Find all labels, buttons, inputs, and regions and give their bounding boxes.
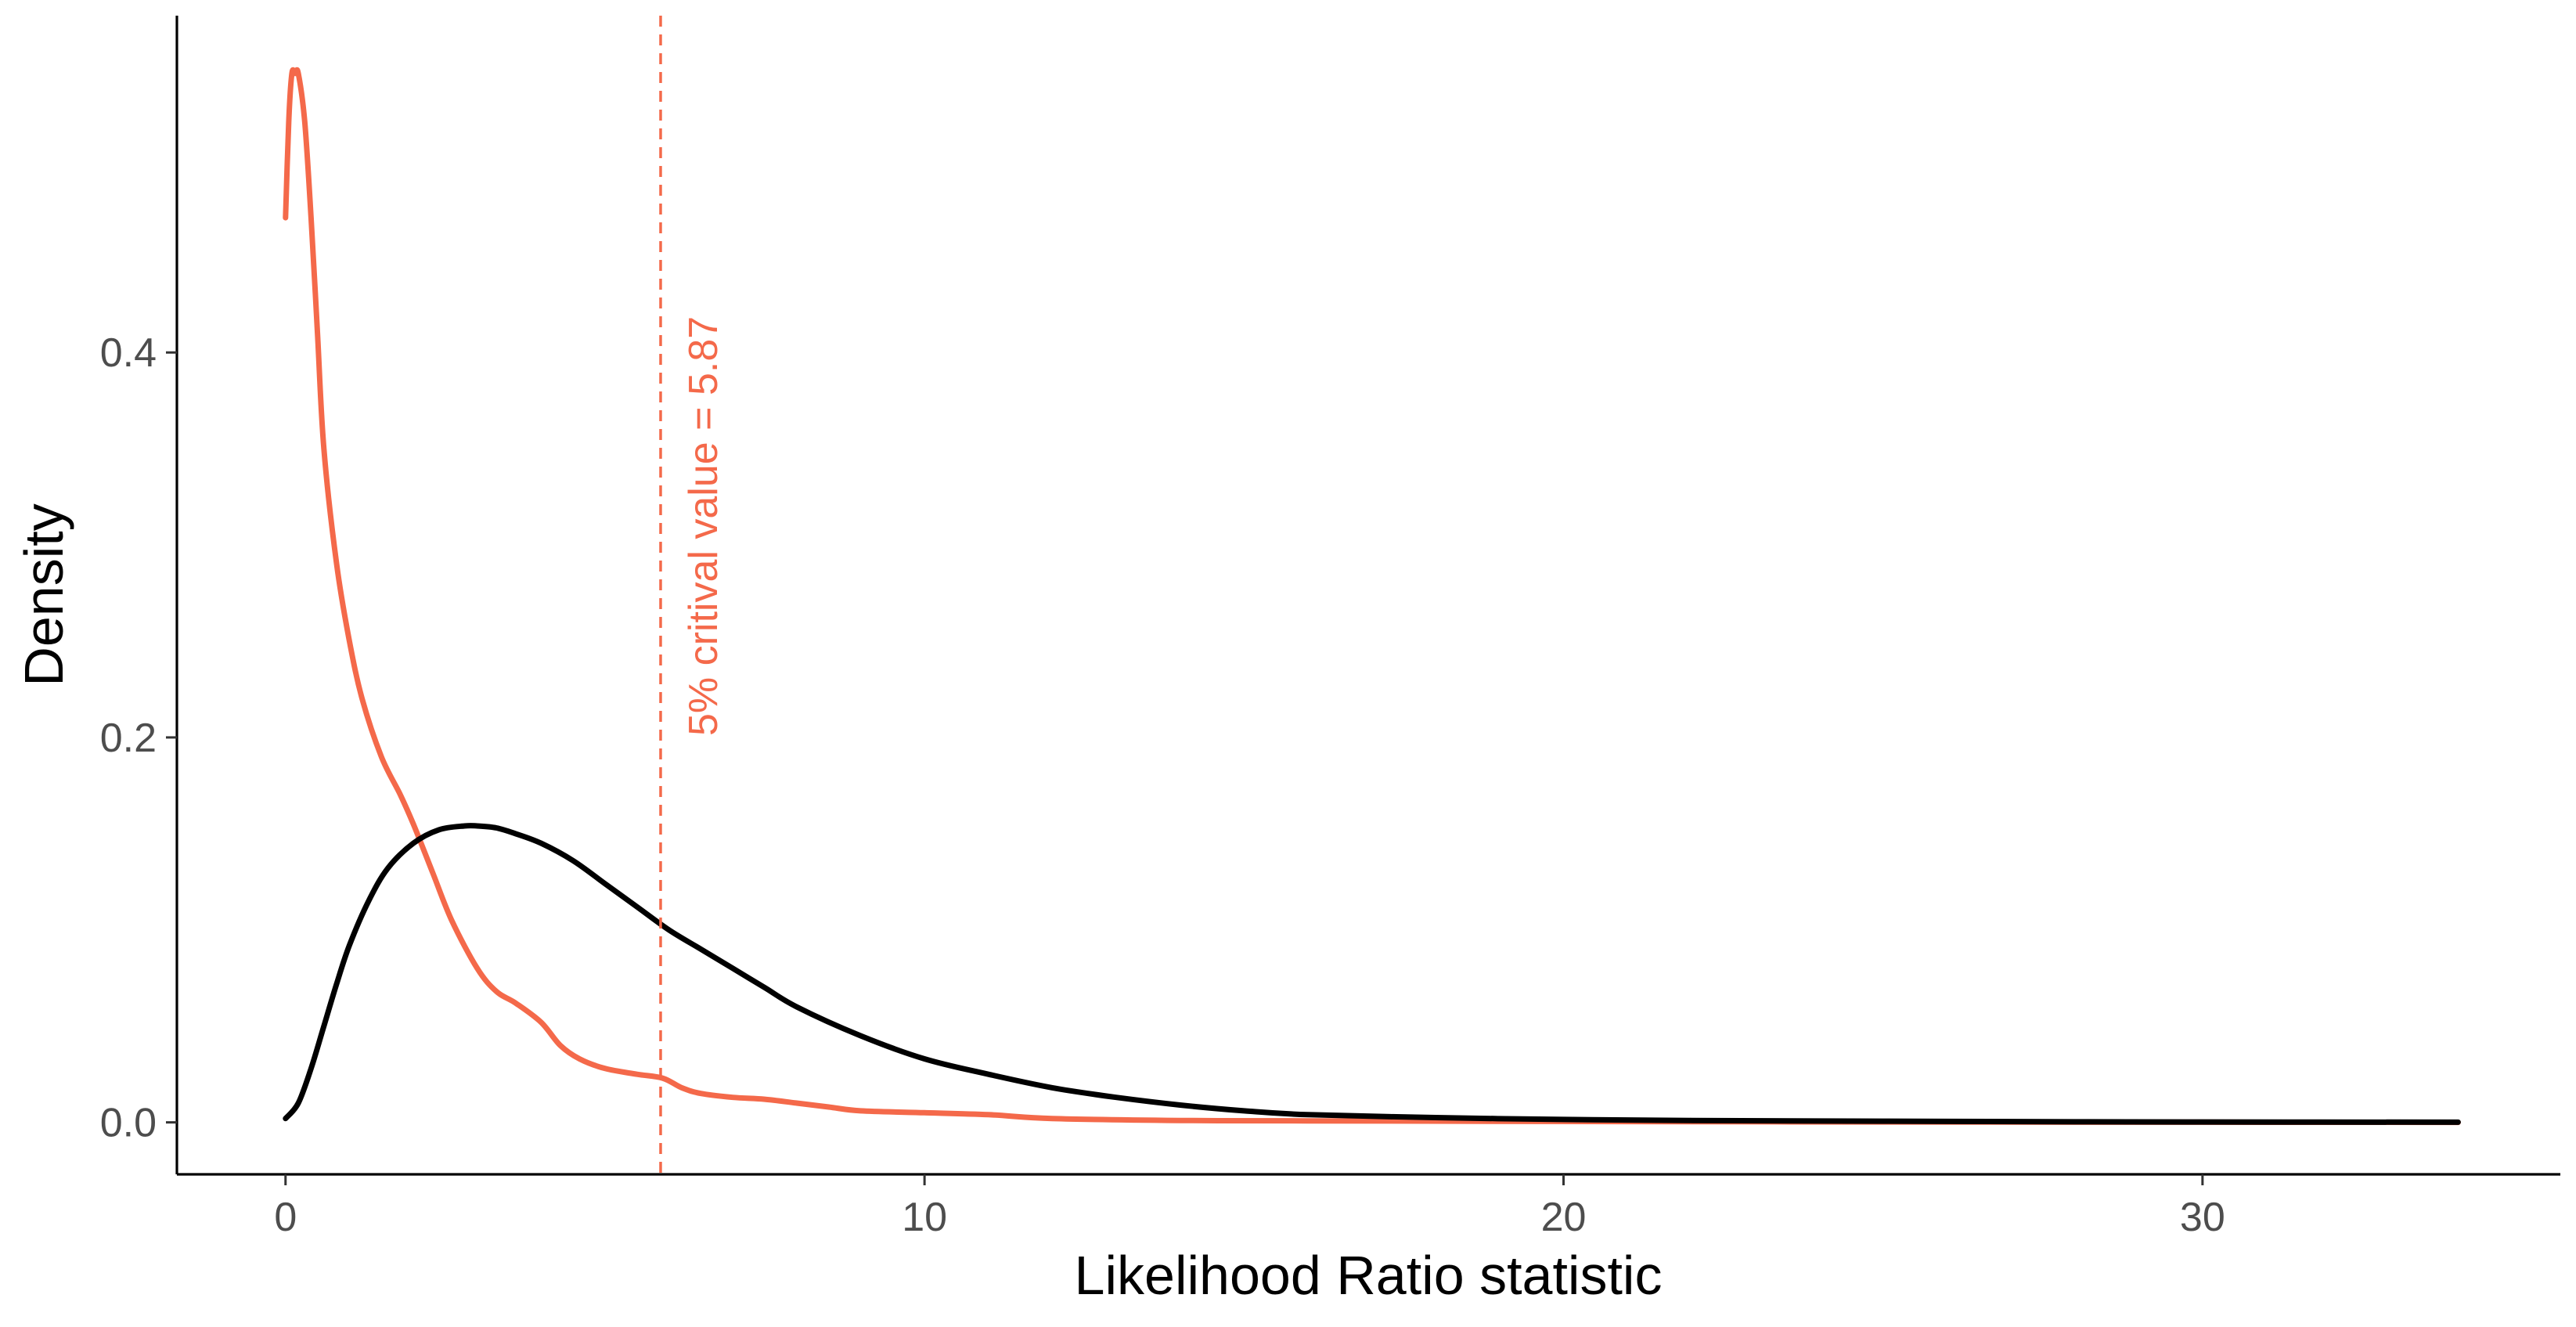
y-tick-label: 0.4 xyxy=(100,330,157,376)
series-line-1 xyxy=(283,67,2461,1126)
y-tick-label: 0.0 xyxy=(100,1101,157,1146)
x-tick-label: 30 xyxy=(2180,1195,2225,1240)
x-tick-label: 10 xyxy=(902,1195,947,1240)
x-axis-title: Likelihood Ratio statistic xyxy=(1075,1245,1663,1306)
y-axis-title: Density xyxy=(13,503,74,686)
series-layer xyxy=(283,67,2461,1126)
y-tick-label: 0.2 xyxy=(100,716,157,761)
x-axis-ticks: 0 10 20 30 xyxy=(274,1174,2225,1240)
critical-value-label: 5% critival value = 5.87 xyxy=(681,316,726,736)
series-line-2 xyxy=(283,823,2461,1125)
x-tick-label: 0 xyxy=(274,1195,297,1240)
y-axis-ticks: 0.0 0.2 0.4 xyxy=(100,330,177,1146)
x-tick-label: 20 xyxy=(1541,1195,1587,1240)
